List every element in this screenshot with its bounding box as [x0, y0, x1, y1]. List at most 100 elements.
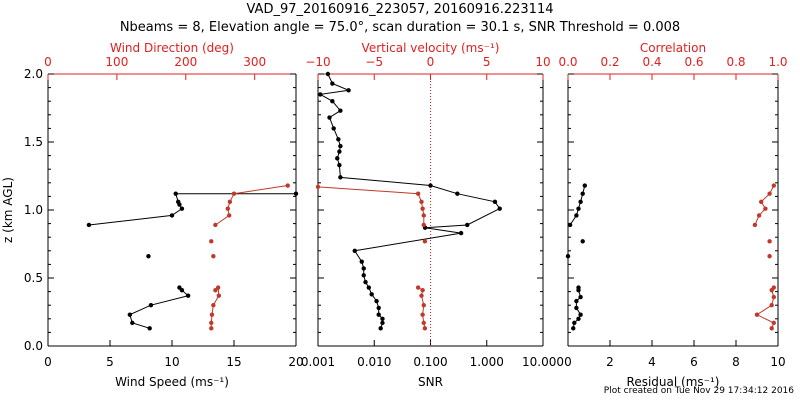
y-axis-label: z (km AGL): [1, 177, 15, 243]
data-point: [420, 288, 425, 293]
top-x-tick-label: 200: [174, 55, 197, 69]
data-point: [331, 126, 336, 131]
data-point: [335, 156, 340, 161]
x-tick-label: 8: [732, 355, 740, 369]
data-point: [86, 222, 92, 228]
data-point: [580, 239, 585, 244]
data-point: [346, 88, 351, 93]
data-point: [754, 312, 760, 317]
series-line: [569, 185, 586, 226]
chart-title: VAD_97_20160916_223057, 20160916.223114: [246, 2, 554, 17]
x-tick-label: 5: [106, 355, 114, 369]
x-tick-label: 1.000: [470, 355, 504, 369]
data-point: [127, 312, 133, 317]
data-point: [361, 273, 366, 278]
data-point: [148, 303, 154, 308]
data-point: [767, 191, 772, 196]
data-point: [327, 115, 332, 120]
x-tick-label: 6: [690, 355, 698, 369]
data-point: [325, 71, 331, 77]
series-line: [754, 185, 775, 226]
data-point: [376, 312, 381, 317]
series-wind-speed: [86, 191, 299, 331]
data-point: [330, 99, 335, 104]
x-tick-label: 0.100: [413, 355, 447, 369]
top-x-tick-label: 10: [535, 55, 550, 69]
top-x-tick-label: 0: [44, 55, 52, 69]
top-x-tick-label: 0.8: [726, 55, 745, 69]
data-point: [369, 292, 374, 297]
x-tick-label: 0.010: [357, 355, 391, 369]
data-point: [378, 326, 383, 331]
data-point: [169, 213, 175, 218]
data-point: [572, 320, 577, 326]
data-point: [421, 213, 426, 218]
y-tick-label: 0.0: [24, 339, 43, 353]
data-point: [318, 92, 323, 97]
data-point: [363, 279, 368, 285]
top-x-tick-label: 100: [105, 55, 128, 69]
data-point: [185, 293, 191, 298]
data-point: [574, 213, 579, 218]
data-point: [225, 206, 230, 211]
data-point: [338, 143, 343, 149]
series-line: [318, 73, 501, 329]
series-line: [317, 186, 425, 225]
x-tick-label: 0: [564, 355, 572, 369]
y-tick-label: 1.5: [24, 135, 43, 149]
x-axis-label: SNR: [418, 375, 443, 389]
data-point: [465, 222, 470, 228]
data-point: [211, 254, 216, 259]
top-x-tick-label: −10: [305, 55, 330, 69]
data-point: [147, 326, 152, 331]
data-point: [576, 316, 581, 321]
data-point: [415, 191, 421, 196]
data-point: [580, 191, 585, 196]
top-x-tick-label: 300: [243, 55, 266, 69]
data-point: [576, 206, 581, 211]
data-point: [173, 191, 178, 196]
data-point: [428, 183, 433, 188]
data-point: [756, 213, 762, 218]
data-point: [455, 191, 460, 196]
x-tick-label: 10: [770, 355, 785, 369]
x-tick-label: 2: [606, 355, 614, 369]
data-point: [763, 206, 768, 211]
data-point: [177, 285, 182, 290]
top-x-axis-label: Wind Direction (deg): [110, 41, 234, 55]
series-snr: [318, 71, 502, 331]
x-tick-label: 10: [164, 355, 179, 369]
data-point: [419, 293, 424, 298]
data-point: [421, 303, 426, 308]
top-x-tick-label: 0.4: [642, 55, 661, 69]
data-point: [769, 303, 774, 308]
series-correlation: [752, 183, 776, 331]
data-point: [285, 183, 290, 188]
chart-subtitle: Nbeams = 8, Elevation angle = 75.0°, sca…: [119, 20, 681, 35]
data-point: [130, 320, 135, 326]
top-x-axis-label: Correlation: [640, 41, 706, 55]
y-tick-label: 1.0: [24, 203, 43, 217]
series-vertical-velocity: [315, 184, 428, 331]
data-point: [767, 239, 772, 244]
data-point: [419, 199, 424, 205]
data-point: [209, 326, 214, 331]
data-point: [769, 326, 774, 331]
series-line: [215, 185, 288, 226]
data-point: [359, 259, 364, 264]
data-point: [565, 254, 571, 259]
data-point: [366, 285, 371, 290]
y-tick-label: 2.0: [24, 67, 43, 81]
data-point: [415, 285, 421, 290]
data-point: [209, 312, 215, 317]
x-tick-label: 15: [226, 355, 241, 369]
series-line: [88, 193, 296, 226]
top-x-tick-label: 0: [427, 55, 435, 69]
x-tick-label: 10.000: [522, 355, 564, 369]
data-point: [420, 206, 425, 211]
top-x-tick-label: 1.0: [768, 55, 787, 69]
data-point: [422, 239, 428, 244]
data-point: [227, 199, 233, 205]
data-point: [376, 305, 381, 311]
x-tick-label: 0: [44, 355, 52, 369]
